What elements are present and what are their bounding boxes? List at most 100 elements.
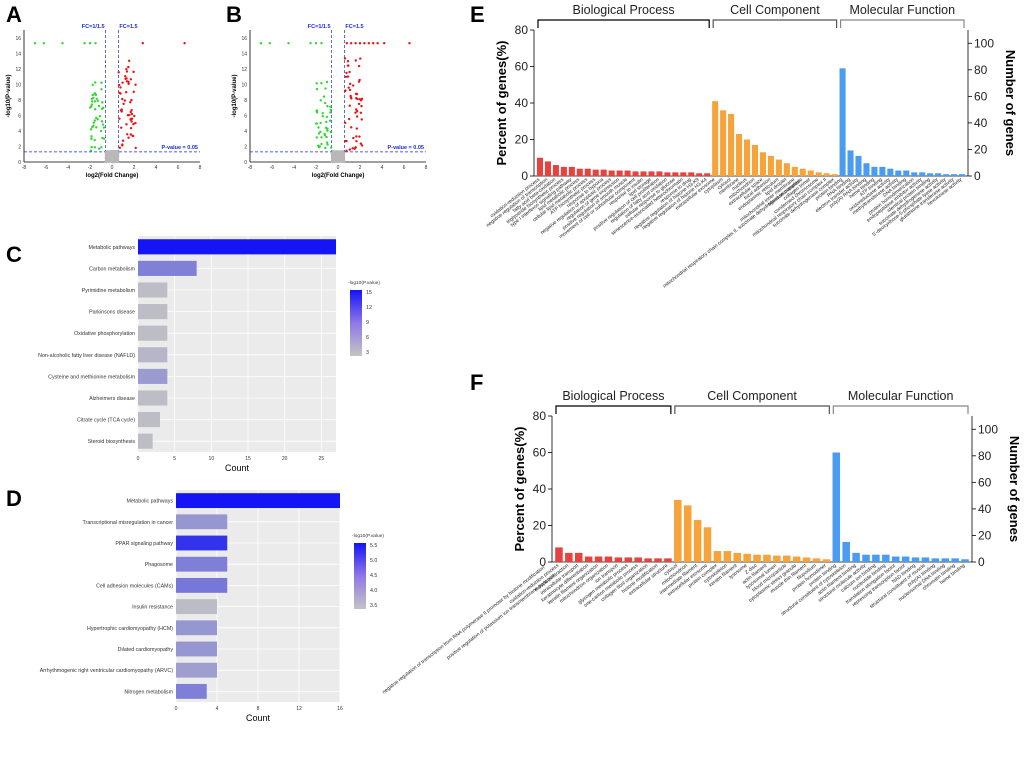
data-point-down xyxy=(329,130,332,134)
x-tick-label: -6 xyxy=(270,165,275,171)
data-point-down xyxy=(93,100,97,103)
x-tick-label: 4 xyxy=(216,706,219,712)
bar xyxy=(903,170,910,176)
data-point-up xyxy=(129,110,132,114)
fold-change-label: FC=1.5 xyxy=(119,24,137,30)
bar xyxy=(565,552,573,562)
bar xyxy=(674,499,682,562)
bar xyxy=(624,170,631,176)
data-point-down xyxy=(100,120,104,123)
data-point-down xyxy=(90,137,93,141)
data-point-down xyxy=(91,93,94,97)
legend-tick-label: 12 xyxy=(366,305,372,311)
bar xyxy=(608,170,615,176)
p-value-label: P-value = 0.05 xyxy=(387,145,424,151)
bar xyxy=(138,433,153,449)
data-point-nonsig xyxy=(116,151,119,154)
data-point-up xyxy=(357,64,361,68)
x-tick-label: 6 xyxy=(177,165,180,171)
bar xyxy=(568,166,575,176)
y-tick-label: 16 xyxy=(15,36,21,42)
data-point-up xyxy=(130,117,133,120)
data-point-down xyxy=(324,87,327,90)
data-point-up xyxy=(344,89,347,92)
data-point-down xyxy=(315,109,319,112)
bar xyxy=(723,551,732,562)
bar xyxy=(536,157,544,176)
x-tick-label: 8 xyxy=(257,706,260,712)
data-point-up xyxy=(408,42,411,45)
data-point-nonsig xyxy=(341,157,344,160)
data-point-down xyxy=(320,81,323,85)
data-point-down xyxy=(88,106,92,109)
bar xyxy=(807,170,814,176)
x-tick-label: -2 xyxy=(314,165,319,171)
x-tick-label: 15 xyxy=(245,456,251,462)
bar xyxy=(839,68,846,176)
data-point-up xyxy=(123,99,127,102)
y-tick-label: 6 xyxy=(18,113,21,119)
data-point-up xyxy=(360,97,364,101)
bar xyxy=(138,304,168,320)
data-point-down xyxy=(318,145,321,149)
data-point-down xyxy=(94,42,97,45)
bar xyxy=(871,166,878,176)
data-point-down xyxy=(90,145,93,149)
data-point-down xyxy=(90,100,94,103)
data-point-down xyxy=(320,142,323,146)
bar xyxy=(555,547,563,562)
data-point-up xyxy=(125,67,128,71)
bar xyxy=(176,577,228,593)
bar xyxy=(751,144,759,176)
data-point-up xyxy=(357,102,361,106)
data-point-up xyxy=(350,97,353,100)
y2-tick-label: 80 xyxy=(974,63,988,77)
panel-label-f: F xyxy=(470,370,483,395)
data-point-nonsig xyxy=(105,155,109,158)
bar xyxy=(759,152,766,176)
data-point-up xyxy=(363,42,366,45)
category-label: Insulin resistance xyxy=(132,605,173,611)
x-tick-label: 8 xyxy=(425,165,428,171)
data-point-nonsig xyxy=(331,157,335,161)
y2-tick-label: 0 xyxy=(978,555,985,569)
data-point-down xyxy=(90,135,93,138)
data-point-down xyxy=(320,136,323,139)
bar xyxy=(574,552,583,562)
y-tick-label: 4 xyxy=(244,129,247,135)
bar xyxy=(648,171,655,176)
legend-tick-label: 15 xyxy=(366,290,372,296)
bar xyxy=(961,559,969,562)
group-bracket xyxy=(555,405,672,414)
data-point-down xyxy=(42,42,45,45)
bar xyxy=(138,325,168,341)
bar xyxy=(640,171,647,176)
bar xyxy=(847,150,854,176)
data-point-down xyxy=(317,132,321,135)
data-point-up xyxy=(350,126,353,129)
data-point-down xyxy=(93,138,96,142)
data-point-down xyxy=(329,146,333,149)
y-tick-label: 20 xyxy=(533,519,547,533)
group-bracket xyxy=(832,405,969,414)
bar xyxy=(927,173,934,176)
x-tick-label: -8 xyxy=(248,165,253,171)
data-point-up xyxy=(354,59,357,62)
bar xyxy=(176,662,217,678)
data-point-down xyxy=(93,108,97,111)
data-point-up xyxy=(118,146,122,149)
bar xyxy=(713,551,722,562)
x-tick-label: 5 xyxy=(173,456,176,462)
data-point-up xyxy=(117,71,120,74)
bar xyxy=(664,558,672,562)
data-point-down xyxy=(329,105,332,108)
bar xyxy=(728,113,735,176)
kegg-bar-chart-d: 0 4 8 12 16 Metabolic pathways Transcriptional… xyxy=(40,490,384,723)
bar xyxy=(683,505,692,562)
data-point-up xyxy=(359,142,363,145)
data-point-up xyxy=(346,60,350,63)
legend-tick-label: 5.0 xyxy=(370,558,377,564)
data-point-down xyxy=(320,42,323,45)
data-point-up xyxy=(124,77,127,81)
